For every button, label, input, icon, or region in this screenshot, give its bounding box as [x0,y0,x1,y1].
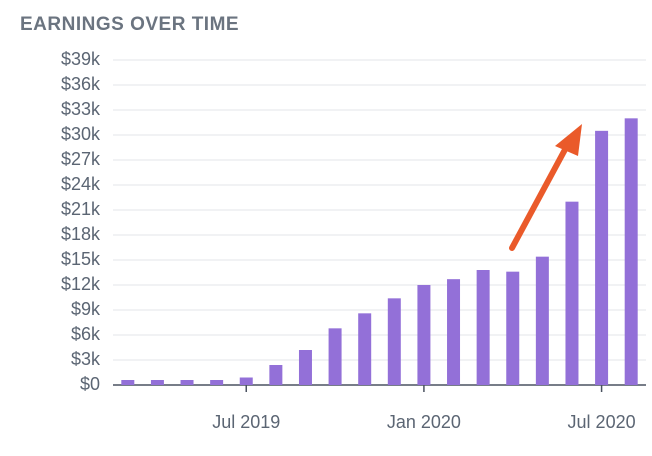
bar [210,380,224,385]
y-tick-label: $6k [71,324,101,344]
bar [624,118,638,385]
bar [535,256,549,385]
plot-area: $0 $3k $6k $9k $12k $15k $18k $21k $24k $27k $30k $… [61,49,646,432]
bar [447,279,461,385]
bar [239,377,253,385]
y-tick-label: $27k [61,149,101,169]
y-tick-label: $33k [61,99,101,119]
bar [180,380,194,385]
bar [417,285,431,385]
y-tick-label: $39k [61,49,101,69]
y-tick-label: $24k [61,174,101,194]
y-tick-label: $3k [71,349,101,369]
x-tick-label: Jul 2019 [212,412,280,432]
y-tick-label: $21k [61,199,101,219]
bar [121,380,135,385]
y-tick-label: $0 [80,374,100,394]
arrow-shaft [509,141,571,251]
bar [476,270,490,385]
bar [150,380,164,385]
arrow-head [555,124,582,156]
y-tick-label: $12k [61,274,101,294]
y-tick-label: $9k [71,299,101,319]
bar [506,271,520,385]
y-tick-label: $15k [61,249,101,269]
bar [358,313,372,385]
y-tick-label: $18k [61,224,101,244]
chart-title: EARNINGS OVER TIME [20,14,239,35]
bar [328,328,342,385]
x-tick-label: Jul 2020 [568,412,636,432]
x-tick-label: Jan 2020 [387,412,461,432]
bar [269,365,283,385]
y-tick-label: $36k [61,74,101,94]
bar [387,298,401,385]
bar [298,350,312,385]
trend-arrow [509,124,582,251]
bar [595,130,609,385]
bar [565,201,579,385]
y-tick-label: $30k [61,124,101,144]
